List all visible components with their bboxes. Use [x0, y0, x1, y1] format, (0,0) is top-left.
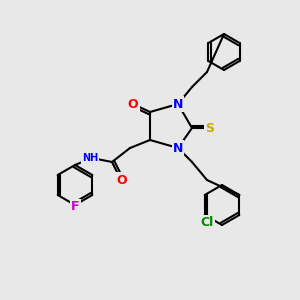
Text: O: O — [117, 173, 127, 187]
Text: NH: NH — [82, 153, 98, 163]
Text: N: N — [173, 142, 183, 154]
Text: F: F — [71, 200, 79, 214]
Text: S: S — [206, 122, 214, 134]
Text: Cl: Cl — [200, 217, 213, 230]
Text: O: O — [128, 98, 138, 110]
Text: N: N — [173, 98, 183, 110]
